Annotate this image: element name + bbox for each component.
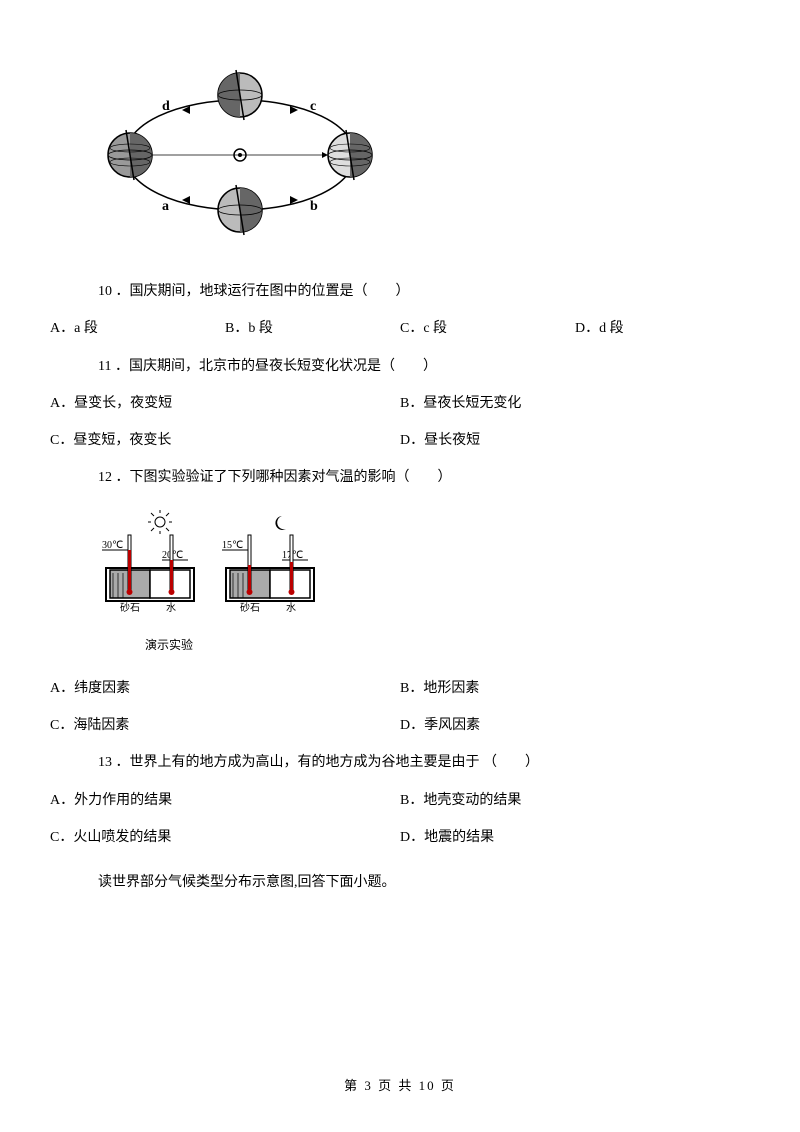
q13-opt-d: D．地震的结果 — [400, 825, 750, 850]
orbit-diagram: d c a b — [100, 60, 750, 249]
q10-opt-a: A．a 段 — [50, 316, 225, 341]
orbit-label-c: c — [310, 99, 316, 114]
q11-text: 11 ．国庆期间，北京市的昼夜长短变化状况是（ ） — [98, 354, 750, 379]
reading-text: 读世界部分气候类型分布示意图,回答下面小题。 — [98, 870, 750, 895]
q10-text: 10 ．国庆期间，地球运行在图中的位置是（ ） — [98, 279, 750, 304]
exp-right-temp1: 15℃ — [222, 540, 243, 551]
q13-text: 13 ．世界上有的地方成为高山，有的地方成为谷地主要是由于 （ ） — [98, 750, 750, 775]
exp-sand-l: 砂石 — [120, 601, 140, 614]
exp-water-r: 水 — [286, 602, 296, 614]
q11-options: A．昼变长，夜变短 B．昼夜长短无变化 C．昼变短，夜变长 D．昼长夜短 — [50, 391, 750, 453]
orbit-label-d: d — [162, 99, 170, 114]
exp-water-l: 水 — [166, 602, 176, 614]
exp-sand-r: 砂石 — [240, 601, 260, 614]
q10-opt-c: C．c 段 — [400, 316, 575, 341]
orbit-svg: d c a b — [100, 60, 380, 240]
experiment-svg: 30℃ 20℃ 砂石 水 15℃ 17℃ — [100, 510, 340, 615]
q13-opt-c: C．火山喷发的结果 — [50, 825, 400, 850]
q12-opt-b: B．地形因素 — [400, 676, 750, 701]
q10-opt-d: D．d 段 — [575, 316, 750, 341]
q12-opt-d: D．季风因素 — [400, 713, 750, 738]
q12-text: 12 ．下图实验验证了下列哪种因素对气温的影响（ ） — [98, 465, 750, 490]
q13-options: A．外力作用的结果 B．地壳变动的结果 C．火山喷发的结果 D．地震的结果 — [50, 788, 750, 850]
q12-options: A．纬度因素 B．地形因素 C．海陆因素 D．季风因素 — [50, 676, 750, 738]
exp-left-temp1: 30℃ — [102, 540, 123, 551]
q13-opt-a: A．外力作用的结果 — [50, 788, 400, 813]
experiment-caption: 演示实验 — [145, 635, 750, 657]
orbit-label-a: a — [162, 199, 169, 214]
q13-opt-b: B．地壳变动的结果 — [400, 788, 750, 813]
orbit-label-b: b — [310, 199, 318, 214]
q11-opt-a: A．昼变长，夜变短 — [50, 391, 400, 416]
q11-opt-b: B．昼夜长短无变化 — [400, 391, 750, 416]
q12-opt-c: C．海陆因素 — [50, 713, 400, 738]
q11-opt-c: C．昼变短，夜变长 — [50, 428, 400, 453]
q10-opt-b: B．b 段 — [225, 316, 400, 341]
q11-opt-d: D．昼长夜短 — [400, 428, 750, 453]
page-footer: 第 3 页 共 10 页 — [0, 1074, 800, 1097]
q10-options: A．a 段 B．b 段 C．c 段 D．d 段 — [50, 316, 750, 341]
q12-opt-a: A．纬度因素 — [50, 676, 400, 701]
experiment-diagram: 30℃ 20℃ 砂石 水 15℃ 17℃ — [100, 510, 750, 624]
